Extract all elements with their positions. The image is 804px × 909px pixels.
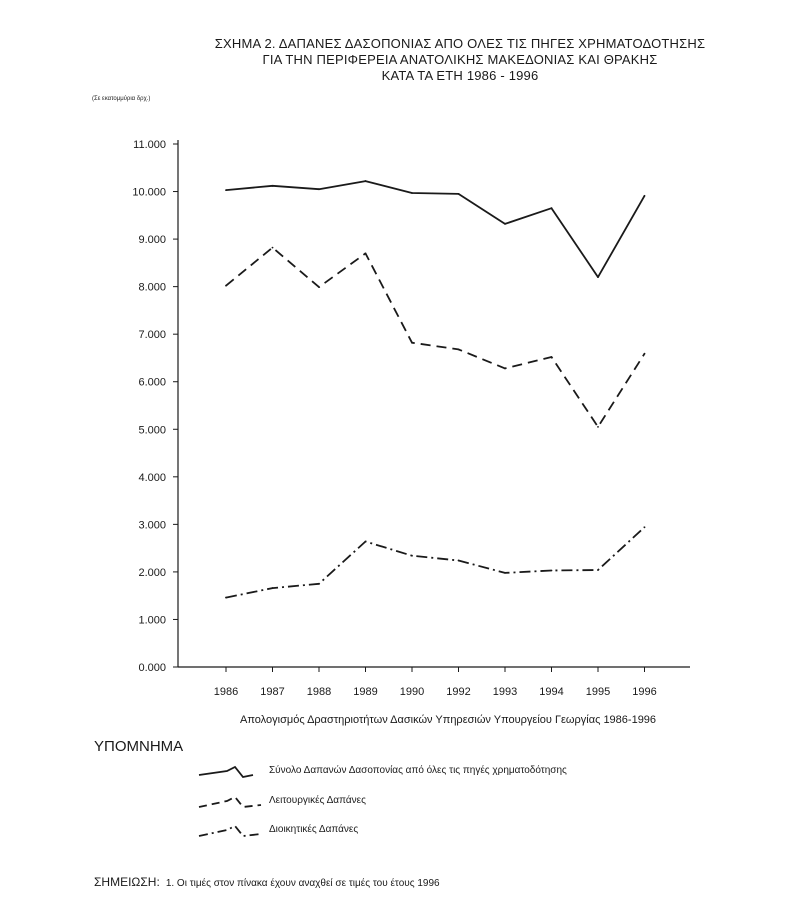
data-point [550, 207, 553, 210]
legend-swatch-dashdot [198, 824, 262, 837]
legend-label-operational: Λειτουργικές Δαπάνες [269, 795, 366, 806]
source-caption: Απολογισμός Δραστηριοτήτων Δασικών Υπηρε… [240, 714, 657, 726]
data-point [550, 569, 553, 572]
series-line-total [225, 180, 646, 279]
data-point [318, 286, 320, 289]
series-line-administrative [225, 526, 646, 599]
x-tick-label: 1987 [260, 686, 284, 698]
data-point [504, 367, 506, 370]
x-tick-label: 1995 [586, 686, 610, 698]
data-point [271, 246, 274, 249]
legend-label-total: Σύνολο Δαπανών Δασοπονίας από όλες τις π… [269, 765, 567, 776]
y-tick-label: 10.000 [132, 187, 166, 199]
data-point [597, 276, 599, 279]
y-tick-label: 9.000 [138, 234, 166, 246]
data-point [411, 554, 413, 557]
data-point [364, 540, 367, 543]
title-line-3: ΚΑΤΑ ΤΑ ΕΤΗ 1986 - 1996 [381, 68, 539, 83]
legend-swatch-solid [198, 765, 254, 778]
x-tick-label: 1992 [446, 686, 470, 698]
x-tick-label: 1989 [353, 686, 377, 698]
data-point [504, 222, 506, 225]
legend-label-administrative: Διοικητικές Δαπάνες [269, 824, 359, 835]
x-tick-label: 1996 [632, 686, 656, 698]
data-point [225, 284, 227, 287]
footnote-text: 1. Οι τιμές στον πίνακα έχουν αναχθεί σε… [165, 878, 440, 889]
data-point [225, 596, 227, 599]
y-tick-label: 4.000 [138, 472, 166, 484]
data-point [457, 348, 460, 351]
data-point [411, 341, 413, 344]
data-point [643, 194, 646, 197]
y-tick-label: 2.000 [138, 567, 166, 579]
x-tick-label: 1986 [214, 686, 238, 698]
y-tick-label: 0.000 [138, 662, 166, 674]
y-tick-label: 7.000 [138, 329, 166, 341]
y-tick-label: 8.000 [138, 282, 166, 294]
data-point [597, 425, 599, 428]
data-point [271, 587, 274, 589]
data-point [364, 180, 367, 182]
title-line-1: ΣΧΗΜΑ 2. ΔΑΠΑΝΕΣ ΔΑΣΟΠΟΝΙΑΣ ΑΠΟ ΟΛΕΣ ΤΙΣ… [214, 36, 706, 51]
data-point [411, 192, 413, 194]
data-point [457, 193, 460, 195]
data-point [318, 188, 320, 191]
data-point [504, 571, 506, 574]
x-tick-label: 1993 [493, 686, 517, 698]
footnote-label: ΣΗΜΕΙΩΣΗ: [94, 875, 160, 889]
x-tick-label: 1994 [539, 686, 563, 698]
footnote: ΣΗΜΕΙΩΣΗ: 1. Οι τιμές στον πίνακα έχουν α… [94, 875, 440, 889]
legend-swatch-dashed [198, 795, 262, 808]
data-point [457, 559, 460, 562]
x-tick-label: 1990 [400, 686, 424, 698]
series-line-operational [225, 246, 646, 428]
title-line-2: ΓΙΑ ΤΗΝ ΠΕΡΙΦΕΡΕΙΑ ΑΝΑΤΟΛΙΚΗΣ ΜΑΚΕΔΟΝΙΑΣ… [262, 52, 658, 67]
legend-title: ΥΠΟΜΝΗΜΑ [94, 738, 184, 755]
y-tick-label: 3.000 [138, 519, 166, 531]
data-point [364, 252, 367, 255]
chart-title: ΣΧΗΜΑ 2. ΔΑΠΑΝΕΣ ΔΑΣΟΠΟΝΙΑΣ ΑΠΟ ΟΛΕΣ ΤΙΣ… [120, 36, 800, 84]
x-tick-label: 1988 [307, 686, 331, 698]
y-tick-label: 6.000 [138, 377, 166, 389]
data-point [318, 582, 320, 585]
data-point [597, 569, 599, 571]
data-point [643, 352, 646, 355]
data-point [271, 184, 274, 187]
y-tick-label: 5.000 [138, 424, 166, 436]
data-point [550, 356, 553, 358]
data-point [225, 189, 227, 192]
unit-label: (Σε εκατομμύρια δρχ.) [92, 96, 151, 102]
data-point [643, 526, 646, 529]
y-tick-label: 11.000 [133, 139, 166, 151]
y-tick-label: 1.000 [138, 614, 166, 626]
